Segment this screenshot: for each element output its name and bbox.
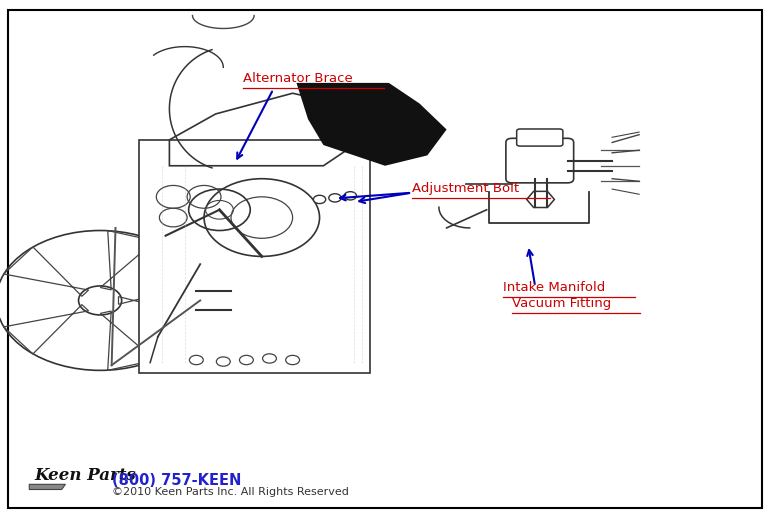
Text: Keen Parts: Keen Parts [35,467,136,484]
Circle shape [189,355,203,365]
FancyBboxPatch shape [139,140,370,373]
FancyBboxPatch shape [517,129,563,146]
Polygon shape [296,83,447,166]
Circle shape [216,357,230,366]
Text: Intake Manifold: Intake Manifold [503,281,605,294]
Circle shape [239,355,253,365]
Text: (800) 757-KEEN: (800) 757-KEEN [112,473,241,487]
Circle shape [313,195,326,204]
Circle shape [344,192,357,200]
Text: Alternator Brace: Alternator Brace [243,72,353,85]
Circle shape [329,194,341,202]
Circle shape [286,355,300,365]
Polygon shape [527,191,554,208]
Text: ©2010 Keen Parts Inc. All Rights Reserved: ©2010 Keen Parts Inc. All Rights Reserve… [112,487,349,497]
Text: Adjustment Bolt: Adjustment Bolt [412,182,519,195]
Text: Vacuum Fitting: Vacuum Fitting [512,296,611,310]
Polygon shape [29,484,65,490]
Circle shape [263,354,276,363]
FancyBboxPatch shape [506,138,574,183]
